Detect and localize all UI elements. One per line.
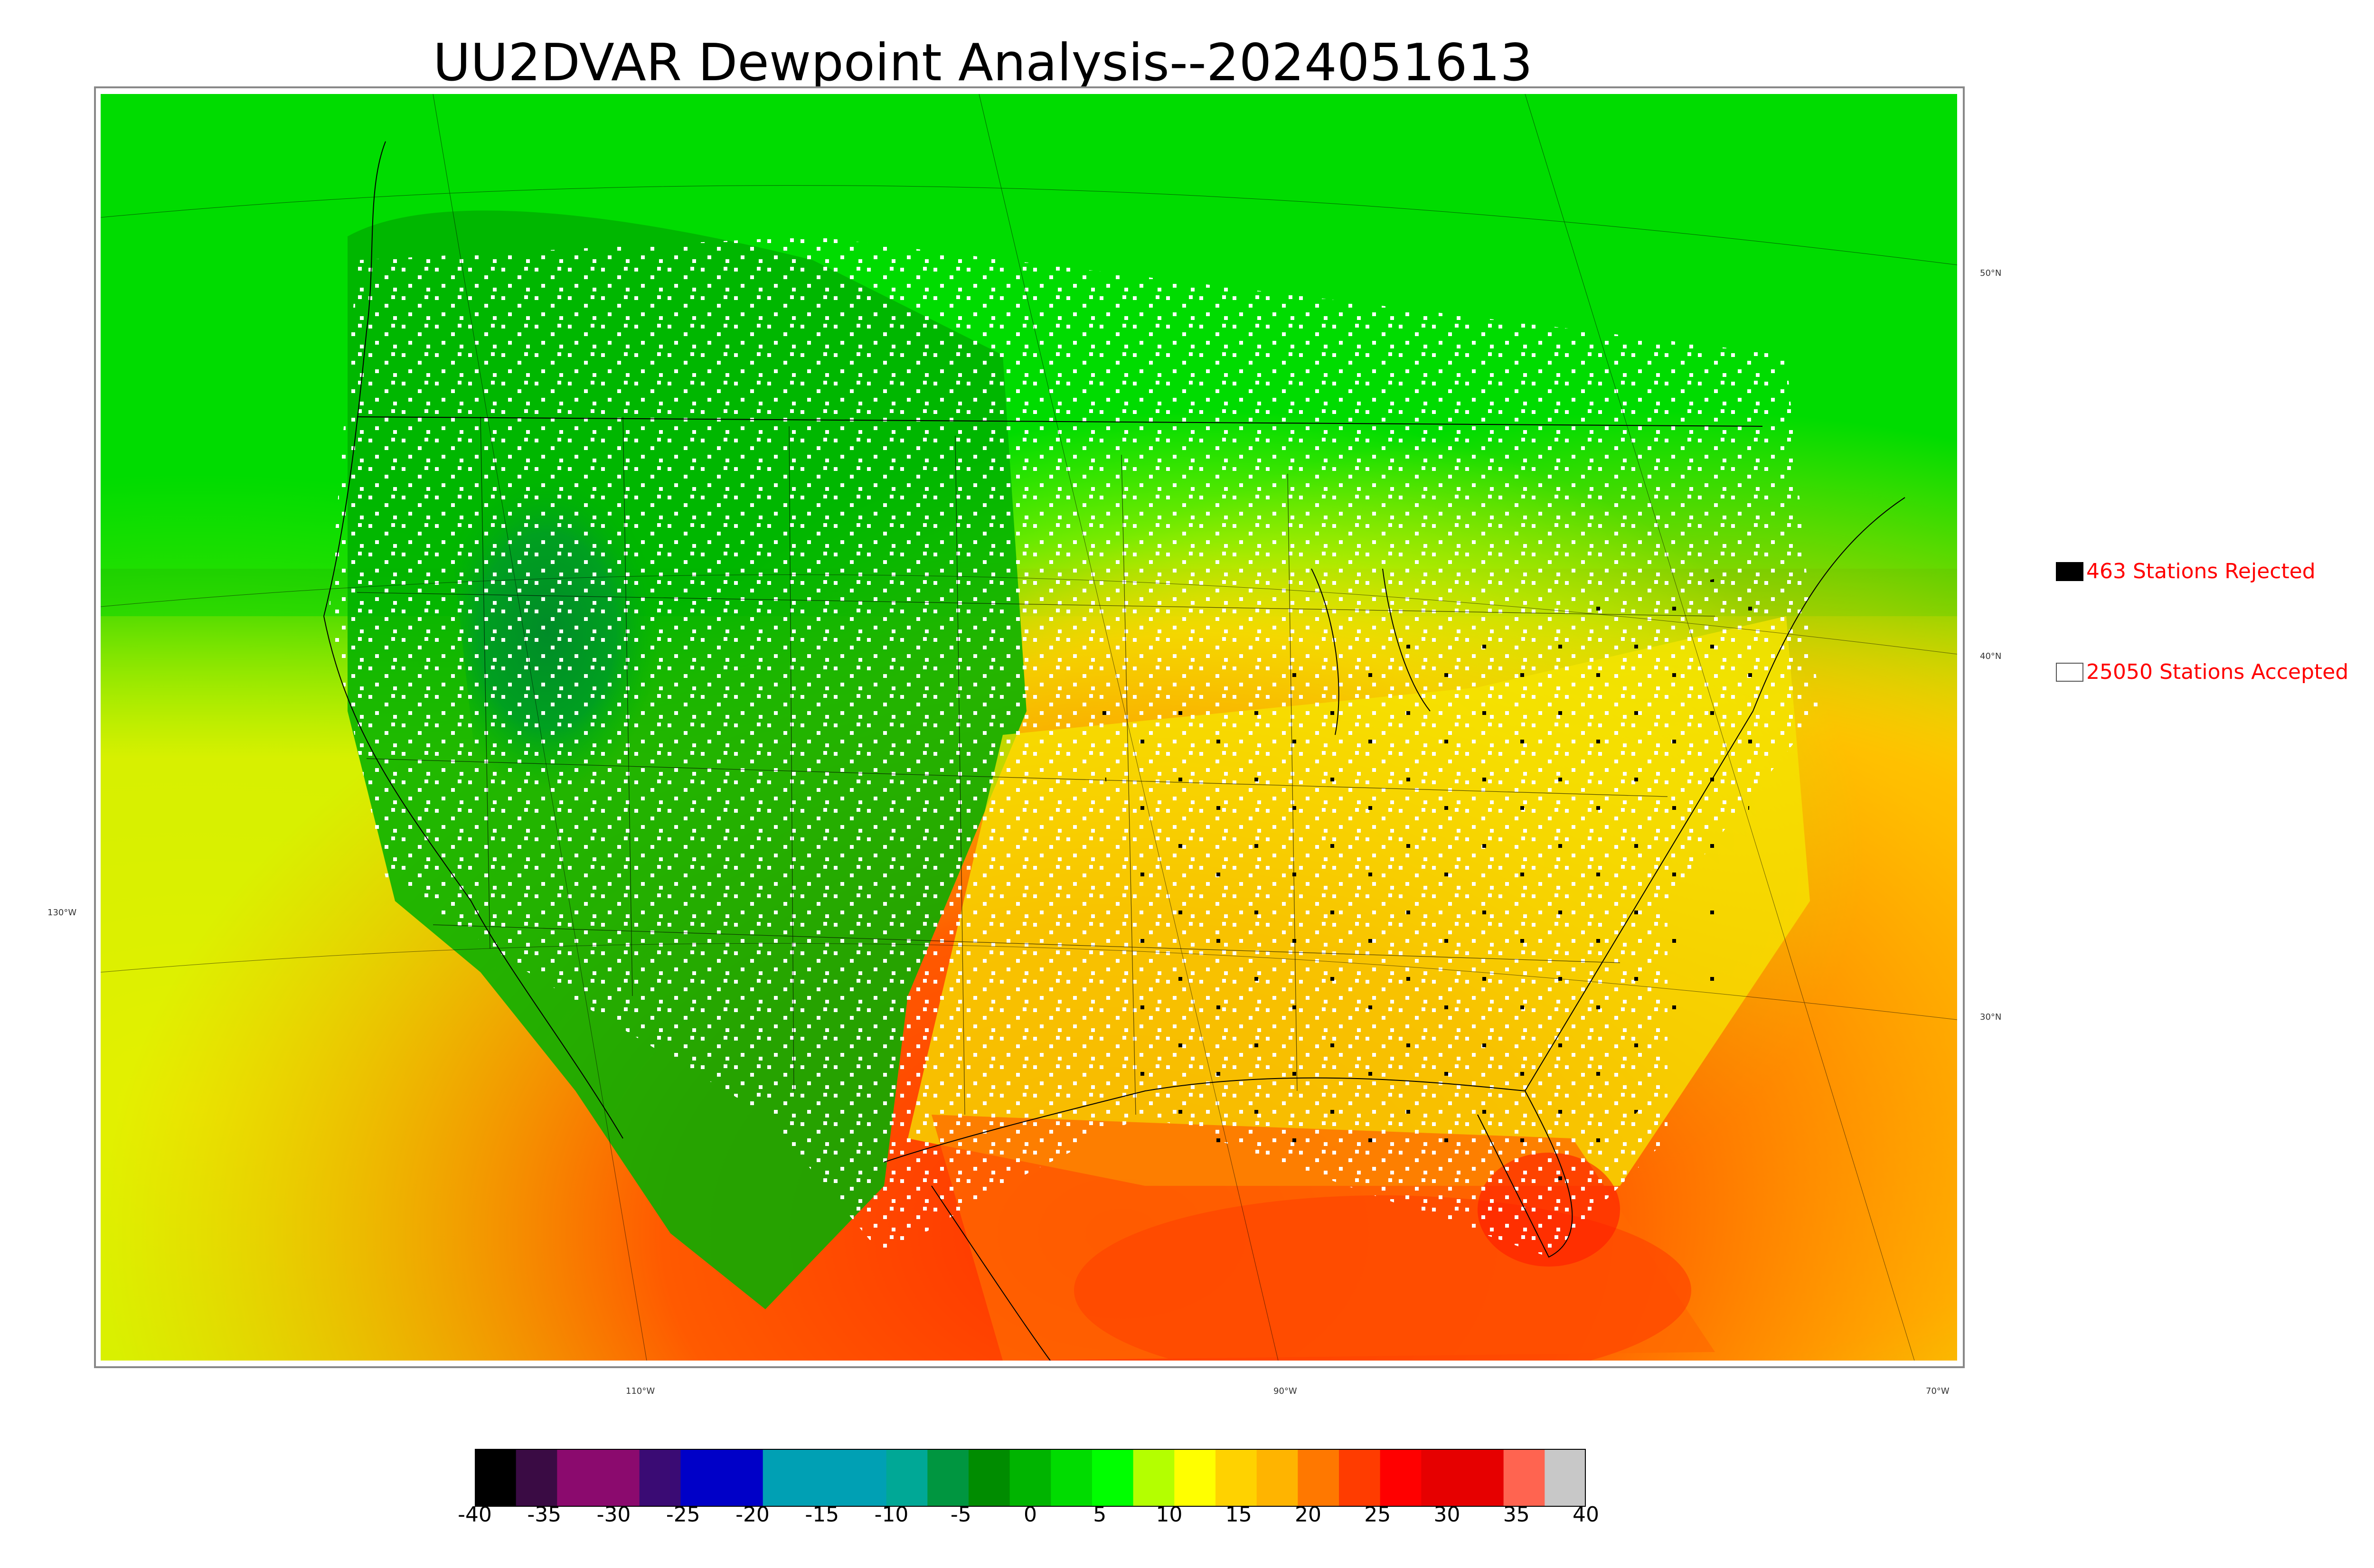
colorbar-tick-label: -30: [596, 1502, 631, 1527]
graticule: [101, 94, 1957, 1361]
colorbar-segment: [886, 1449, 928, 1507]
accepted-label: 25050 Stations Accepted: [2086, 660, 2349, 684]
colorbar-tick-label: 30: [1433, 1502, 1460, 1527]
colorbar-segment: [557, 1449, 599, 1507]
colorbar-segment: [475, 1449, 517, 1507]
rejected-swatch: [2056, 562, 2083, 581]
colorbar-segment: [1462, 1449, 1504, 1507]
colorbar-segment: [680, 1449, 722, 1507]
colorbar: [475, 1449, 1586, 1507]
dewpoint-map: [101, 94, 1957, 1361]
coastlines: [323, 141, 1905, 1361]
accepted-swatch: [2056, 662, 2083, 682]
legend-rejected: 463 Stations Rejected: [2056, 559, 2316, 583]
colorbar-tick-label: -15: [805, 1502, 839, 1527]
lon-label-70: 70°W: [1926, 1386, 1950, 1396]
colorbar-segment: [845, 1449, 887, 1507]
colorbar-segment: [1051, 1449, 1093, 1507]
lat-label-50: 50°N: [1980, 268, 2002, 278]
colorbar-segment: [722, 1449, 763, 1507]
lat-label-30: 30°N: [1980, 1012, 2002, 1022]
lon-label-110: 110°W: [626, 1386, 655, 1396]
colorbar-segment: [1215, 1449, 1257, 1507]
colorbar-tick-label: -25: [666, 1502, 700, 1527]
colorbar-tick-label: 40: [1573, 1502, 1599, 1527]
colorbar-segment: [804, 1449, 846, 1507]
lon-label-130: 130°W: [47, 908, 77, 918]
rejected-stations: [1098, 569, 1762, 1186]
colorbar-segment: [639, 1449, 681, 1507]
state-borders: [357, 416, 1715, 1115]
colorbar-segment: [927, 1449, 969, 1507]
map-title: UU2DVAR Dewpoint Analysis--2024051613: [433, 33, 1533, 93]
colorbar-segment: [1339, 1449, 1381, 1507]
colorbar-tick-label: 35: [1503, 1502, 1530, 1527]
colorbar-segment: [1380, 1449, 1422, 1507]
colorbar-segment: [1174, 1449, 1216, 1507]
colorbar-tick-label: -5: [950, 1502, 971, 1527]
colorbar-segment: [1503, 1449, 1545, 1507]
colorbar-tick-label: -20: [735, 1502, 770, 1527]
colorbar-segment: [516, 1449, 557, 1507]
colorbar-tick-label: 5: [1093, 1502, 1107, 1527]
colorbar-tick-label: -10: [874, 1502, 909, 1527]
colorbar-segment: [1092, 1449, 1134, 1507]
colorbar-segment: [1545, 1449, 1586, 1507]
colorbar-tick-label: -35: [527, 1502, 562, 1527]
colorbar-segment: [1421, 1449, 1463, 1507]
colorbar-segment: [1298, 1449, 1339, 1507]
colorbar-tick-label: 20: [1295, 1502, 1321, 1527]
legend-accepted: 25050 Stations Accepted: [2056, 660, 2348, 684]
colorbar-segment: [598, 1449, 640, 1507]
colorbar-border: [475, 1449, 1586, 1507]
colorbar-tick-label: 25: [1364, 1502, 1391, 1527]
colorbar-segment: [763, 1449, 804, 1507]
lon-label-90: 90°W: [1273, 1386, 1297, 1396]
colorbar-segment: [1256, 1449, 1298, 1507]
colorbar-tick-label: 15: [1225, 1502, 1252, 1527]
rejected-label: 463 Stations Rejected: [2086, 559, 2316, 583]
colorbar-tick-label: -40: [458, 1502, 492, 1527]
colorbar-segment: [969, 1449, 1010, 1507]
colorbar-segment: [1133, 1449, 1175, 1507]
colorbar-segment: [1009, 1449, 1051, 1507]
colorbar-tick-label: 0: [1024, 1502, 1037, 1527]
lat-label-40: 40°N: [1980, 651, 2002, 661]
colorbar-tick-label: 10: [1156, 1502, 1183, 1527]
